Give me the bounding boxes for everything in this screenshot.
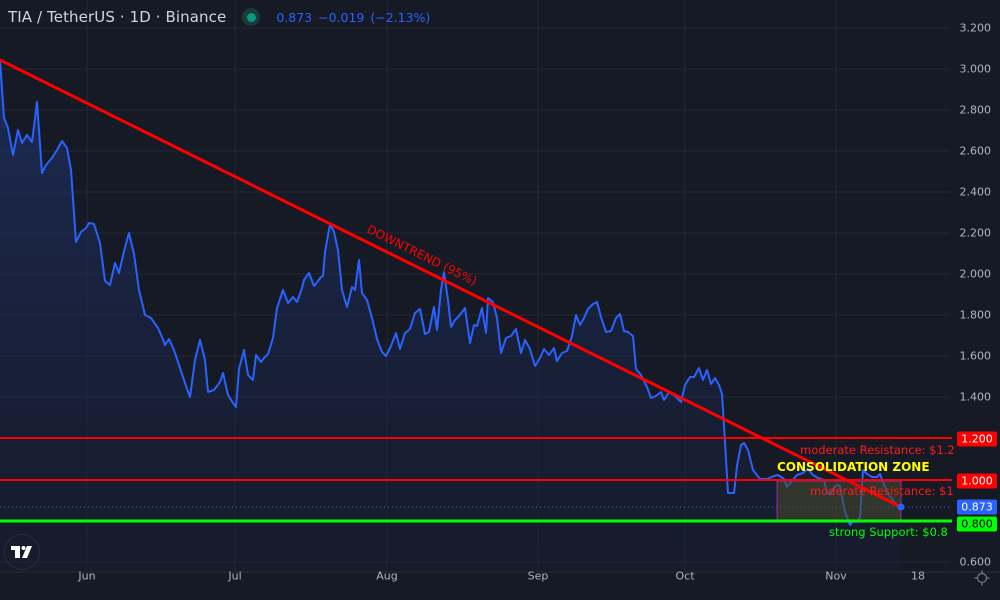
y-tick: 1.800 [959,308,992,322]
price-area [0,60,901,572]
y-tick: 3.200 [959,21,992,35]
price-change-pct: (−2.13%) [370,9,431,25]
consolidation-zone [776,480,902,522]
resistance-1200-tag: 1.200 [957,431,997,447]
y-tick: 1.600 [959,349,992,363]
market-status-icon [242,8,261,26]
x-tick: Oct [675,569,695,583]
last-price-marker [897,503,905,511]
price-line [0,59,902,526]
chart-header: TIA / TetherUS · 1D · Binance 0.873 −0.01… [8,6,436,28]
resistance-1200-label: moderate Resistance: $1.2 [800,443,955,457]
support-0800-tag: 0.800 [957,516,997,532]
y-tick: 2.400 [959,185,992,199]
x-tick: Aug [376,569,398,583]
symbol-title[interactable]: TIA / TetherUS · 1D · Binance [8,8,227,26]
consolidation-zone-label: CONSOLIDATION ZONE [777,460,930,474]
y-tick: 0.600 [959,555,992,569]
y-tick: 3.000 [959,62,992,76]
resistance-1000-label: moderate Resistance: $1 [810,484,954,498]
support-0800-label: strong Support: $0.8 [829,525,948,539]
x-tick: 18 [911,569,925,583]
y-tick: 2.800 [959,103,992,117]
downtrend-label: DOWNTREND (95%) [365,222,479,288]
x-tick: Sep [527,569,549,583]
settings-gear-icon[interactable] [974,570,990,590]
quote: 0.873 −0.019 (−2.13%) [276,10,436,25]
x-tick: Jul [228,569,242,583]
tradingview-logo[interactable] [4,534,40,570]
y-tick: 2.000 [959,267,992,281]
tradingview-logo-icon [11,546,32,558]
y-tick: 2.200 [959,226,992,240]
downtrend-line [0,58,902,509]
y-tick: 2.600 [959,144,992,158]
x-tick: Jun [78,569,96,583]
x-tick: Nov [825,569,847,583]
price-change: −0.019 [318,9,365,25]
resistance-1000-tag: 1.000 [957,473,997,489]
y-tick: 1.400 [959,390,992,404]
last-price-tag: 0.873 [957,499,997,515]
last-price: 0.873 [276,9,313,25]
